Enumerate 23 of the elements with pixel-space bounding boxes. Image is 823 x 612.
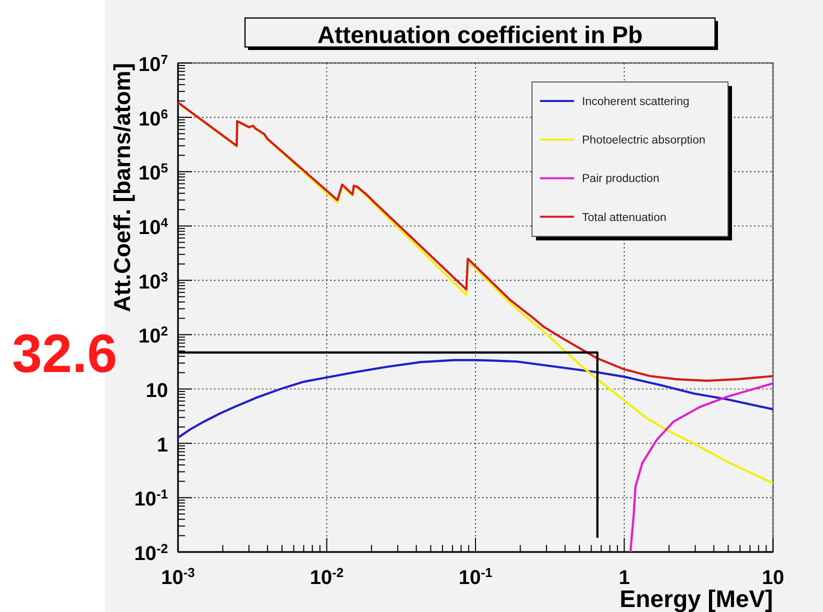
- y-tick-label: 10$^{2}$: [138, 323, 168, 348]
- legend-label: Total attenuation: [582, 212, 666, 224]
- legend-label: Incoherent scattering: [582, 96, 690, 108]
- text: 32.6: [12, 324, 118, 384]
- y-tick-label: 10$^{-2}$: [134, 540, 168, 565]
- y-tick-label: 10$^{3}$: [138, 268, 168, 294]
- x-tick-label: 10$^{-2}$: [310, 564, 344, 589]
- legend-label: Photoelectric absorption: [582, 134, 706, 147]
- x-tick-label: 10: [762, 567, 784, 589]
- x-tick-label: 1: [618, 567, 630, 589]
- y-tick-label: 10$^{7}$: [138, 52, 168, 76]
- y-tick-label: 1: [156, 434, 168, 456]
- y-tick-label: 10$^{5}$: [138, 160, 168, 185]
- y-tick-label: 10$^{-1}$: [134, 486, 168, 511]
- x-tick-label: 10$^{-1}$: [458, 564, 492, 589]
- y-tick-label: 10$^{4}$: [138, 214, 169, 239]
- legend-label: Pair production: [582, 173, 660, 186]
- y-tick-label: 10$^{6}$: [138, 106, 168, 130]
- x-tick-label: 10$^{-3}$: [161, 564, 195, 589]
- y-axis-title: Att.Coeff. [barns/atom]: [109, 63, 135, 312]
- y-tick-label: 10: [146, 380, 168, 402]
- chart-title: Attenuation coefficient in Pb: [317, 22, 643, 49]
- x-axis-title: Energy [MeV]: [620, 586, 773, 612]
